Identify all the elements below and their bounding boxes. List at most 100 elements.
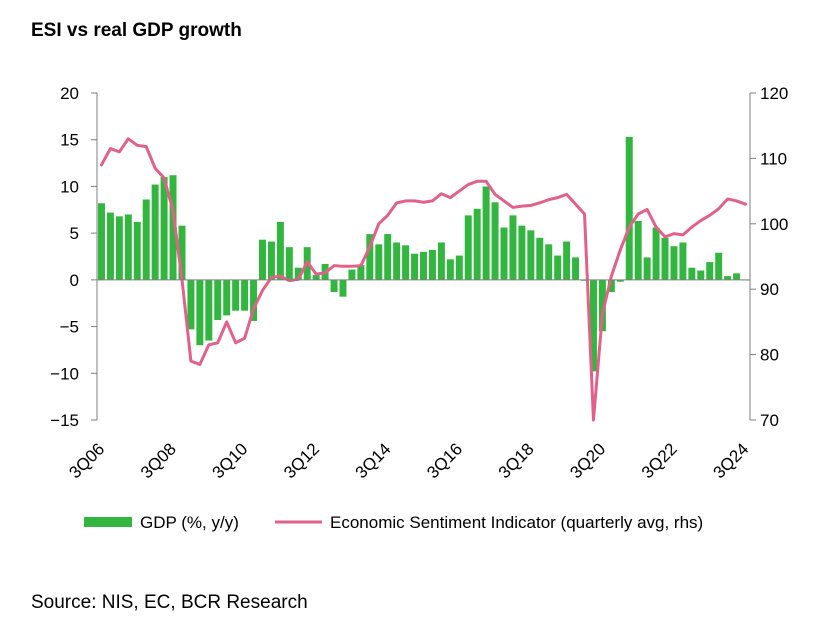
gdp-bar-4Q17 — [500, 227, 508, 280]
gdp-bar-3Q22 — [670, 246, 678, 280]
axes: −15 −10 −5 0 5 10 15 20 70 80 90 100 110 120 3Q06 3Q08 3… — [50, 84, 788, 482]
legend-label-gdp: GDP (%, y/y) — [140, 513, 239, 532]
gdp-bar-2Q24 — [733, 273, 741, 280]
gdp-bar-4Q08 — [178, 225, 186, 280]
gdp-bar-2Q11 — [267, 241, 275, 280]
gdp-bar-4Q11 — [285, 247, 293, 280]
gdp-bar-2Q18 — [518, 225, 526, 280]
gdp-bar-2Q16 — [446, 259, 454, 280]
gdp-bars — [97, 136, 750, 372]
chart-title: ESI vs real GDP growth — [31, 20, 242, 41]
gdp-bar-1Q18 — [509, 215, 517, 280]
y-left-tick-label: 10 — [60, 177, 79, 196]
x-tick-label: 3Q24 — [710, 439, 753, 482]
gdp-bar-2Q22 — [661, 237, 669, 280]
gdp-bar-4Q21 — [643, 257, 651, 280]
gdp-bar-1Q19 — [545, 244, 553, 280]
y-left-tick-label: −5 — [60, 318, 79, 337]
gdp-bar-4Q06 — [106, 212, 114, 280]
gdp-bar-3Q11 — [276, 221, 284, 280]
esi-line-layer — [99, 137, 748, 422]
x-tick-label: 3Q06 — [65, 439, 108, 482]
gdp-bar-2Q15 — [411, 253, 419, 280]
y-left-tick-label: 15 — [60, 131, 79, 150]
gdp-bar-1Q10 — [223, 279, 231, 316]
gdp-bar-3Q13 — [348, 269, 356, 280]
gdp-bar-3Q17 — [491, 202, 499, 280]
gdp-bar-3Q10 — [241, 279, 249, 311]
gdp-bar-1Q22 — [652, 227, 660, 280]
x-tick-label: 3Q22 — [638, 439, 681, 482]
gdp-bar-1Q23 — [688, 267, 696, 280]
gdp-bar-1Q16 — [437, 242, 445, 280]
y-left-tick-label: −15 — [50, 411, 79, 430]
gdp-bar-3Q18 — [527, 230, 535, 280]
gdp-bar-1Q07 — [115, 216, 123, 280]
gdp-bar-2Q10 — [232, 279, 240, 311]
y-right-tick-label: 80 — [760, 346, 779, 365]
gdp-bar-3Q23 — [706, 262, 714, 280]
gdp-bar-3Q15 — [420, 251, 427, 280]
gdp-bar-2Q21 — [625, 136, 633, 280]
gdp-bar-1Q08 — [151, 184, 159, 280]
gdp-bar-1Q21 — [616, 279, 624, 282]
gdp-bar-2Q13 — [339, 279, 347, 297]
gdp-bar-1Q12 — [294, 267, 302, 280]
gdp-bar-3Q19 — [563, 241, 571, 280]
x-tick-label: 3Q20 — [566, 439, 609, 482]
gdp-bar-2Q07 — [124, 214, 132, 280]
y-right-tick-label: 100 — [760, 215, 788, 234]
gdp-bar-1Q11 — [259, 239, 266, 280]
gdp-bar-3Q09 — [205, 279, 213, 341]
y-left-tick-label: 20 — [60, 84, 79, 103]
gdp-bar-4Q07 — [142, 199, 150, 280]
gdp-bar-3Q20 — [598, 279, 606, 332]
gdp-bar-2Q23 — [697, 270, 705, 280]
gdp-bar-4Q22 — [679, 242, 687, 280]
gdp-bar-4Q20 — [607, 279, 615, 293]
x-tick-label: 3Q08 — [137, 439, 180, 482]
gdp-bar-1Q15 — [402, 245, 410, 280]
x-tick-label: 3Q16 — [423, 439, 466, 482]
gdp-bar-4Q16 — [464, 215, 472, 280]
x-tick-label: 3Q12 — [280, 439, 323, 482]
x-tick-label: 3Q18 — [495, 439, 538, 482]
y-left-tick-label: −10 — [50, 364, 79, 383]
gdp-bar-3Q12 — [312, 275, 320, 280]
gdp-bar-2Q17 — [482, 186, 490, 280]
gdp-bar-1Q24 — [724, 276, 732, 280]
y-right-tick-label: 120 — [760, 84, 788, 103]
x-tick-label: 3Q10 — [209, 439, 252, 482]
gdp-bar-4Q15 — [428, 249, 436, 280]
source-note: Source: NIS, EC, BCR Research — [31, 592, 308, 613]
gdp-bar-1Q17 — [473, 208, 481, 280]
gdp-bar-1Q14 — [366, 234, 374, 280]
y-right-tick-label: 110 — [760, 149, 787, 168]
gdp-bar-1Q13 — [330, 279, 338, 293]
y-left-tick-label: 5 — [70, 224, 79, 243]
gdp-bar-2Q09 — [196, 279, 204, 346]
gdp-bar-2Q20 — [589, 279, 597, 372]
gdp-bar-2Q08 — [160, 177, 168, 280]
x-tick-label: 3Q14 — [352, 439, 395, 482]
gdp-bar-3Q21 — [634, 221, 642, 280]
gdp-bar-4Q14 — [393, 242, 401, 280]
gdp-bar-4Q18 — [536, 237, 544, 280]
gdp-bar-3Q07 — [133, 221, 141, 280]
gdp-bar-3Q14 — [384, 234, 392, 280]
y-right-tick-label: 90 — [760, 280, 779, 299]
gdp-bar-1Q09 — [187, 279, 195, 330]
gdp-bar-2Q19 — [554, 255, 562, 280]
y-right-tick-label: 70 — [760, 411, 779, 430]
esi-line — [99, 137, 748, 422]
y-left-tick-label: 0 — [70, 271, 79, 290]
legend-swatch-gdp — [84, 517, 132, 527]
gdp-bar-3Q16 — [455, 255, 463, 280]
gdp-bar-3Q06 — [97, 203, 105, 280]
gdp-bar-3Q08 — [169, 175, 177, 280]
gdp-bar-4Q23 — [715, 252, 723, 280]
legend-label-esi: Economic Sentiment Indicator (quarterly … — [330, 513, 703, 532]
gdp-bar-4Q13 — [357, 264, 365, 280]
gdp-bar-4Q19 — [572, 257, 580, 280]
